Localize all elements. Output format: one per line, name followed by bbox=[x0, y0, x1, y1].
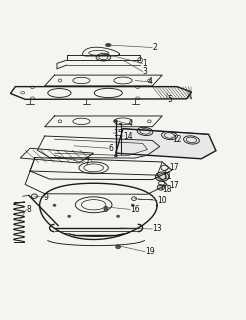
Ellipse shape bbox=[117, 215, 120, 217]
Text: 13: 13 bbox=[152, 225, 162, 234]
Text: 19: 19 bbox=[145, 247, 155, 256]
Text: 9: 9 bbox=[44, 193, 48, 202]
Text: 15: 15 bbox=[113, 129, 123, 138]
Ellipse shape bbox=[53, 204, 56, 206]
Ellipse shape bbox=[114, 120, 117, 122]
Text: 2: 2 bbox=[152, 43, 157, 52]
Text: 17: 17 bbox=[169, 181, 179, 190]
Ellipse shape bbox=[104, 206, 108, 212]
Text: 17: 17 bbox=[169, 163, 179, 172]
Ellipse shape bbox=[114, 155, 117, 156]
Text: 16: 16 bbox=[130, 205, 140, 214]
Ellipse shape bbox=[116, 245, 121, 249]
Ellipse shape bbox=[131, 204, 134, 206]
Ellipse shape bbox=[119, 123, 122, 125]
Text: 3: 3 bbox=[143, 67, 147, 76]
Polygon shape bbox=[116, 129, 216, 159]
Text: 14: 14 bbox=[123, 132, 133, 140]
Text: 4: 4 bbox=[147, 77, 152, 86]
Ellipse shape bbox=[155, 172, 169, 181]
Text: 6: 6 bbox=[108, 144, 113, 153]
Text: 10: 10 bbox=[157, 196, 167, 205]
Text: 5: 5 bbox=[167, 95, 172, 104]
Ellipse shape bbox=[157, 185, 165, 190]
Text: 18: 18 bbox=[162, 185, 172, 194]
Text: 12: 12 bbox=[172, 135, 181, 144]
Text: 8: 8 bbox=[26, 205, 31, 214]
Text: 4: 4 bbox=[128, 119, 133, 128]
Ellipse shape bbox=[68, 215, 71, 217]
Text: 11: 11 bbox=[162, 172, 172, 181]
Text: 1: 1 bbox=[143, 59, 147, 68]
Ellipse shape bbox=[106, 44, 111, 47]
Text: 7: 7 bbox=[84, 158, 89, 167]
